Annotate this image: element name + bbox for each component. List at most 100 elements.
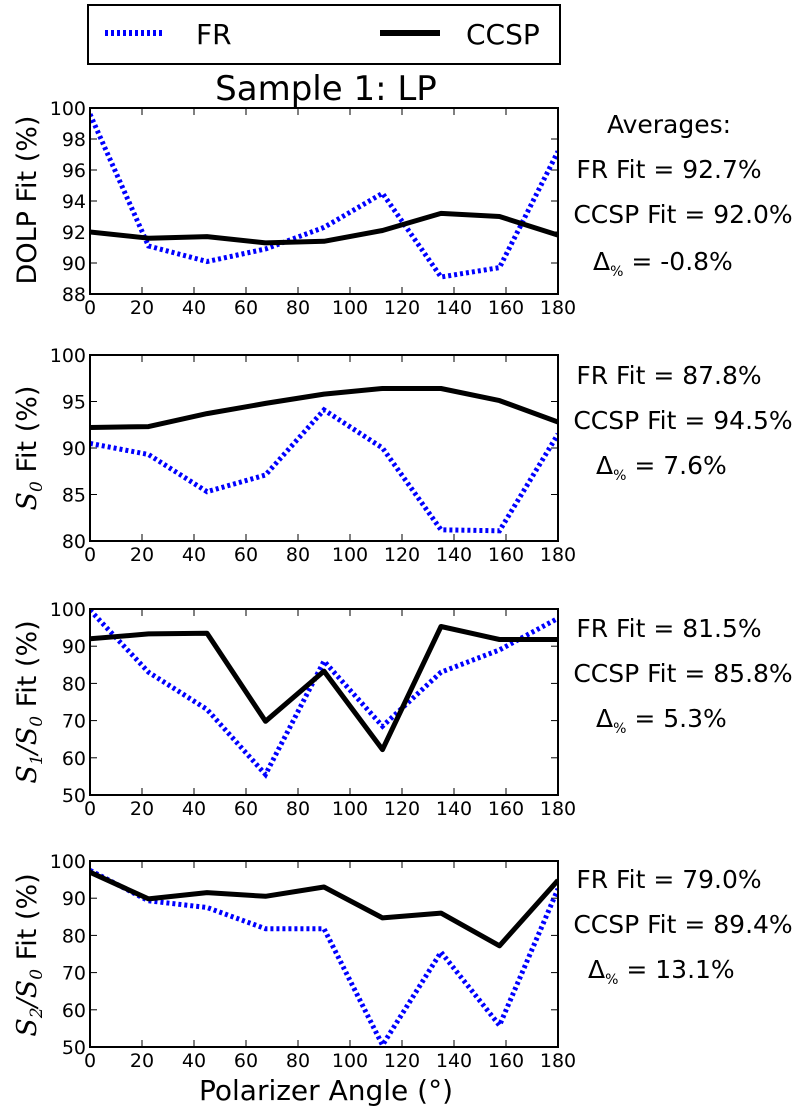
- panel-s2s0-xtick-label: 20: [130, 1050, 154, 1072]
- panel-s1s0-marks: 0 20 40 60 80 100 120 140 160 180 50 60 70 80 90 100: [50, 599, 576, 820]
- panel-s0-marks: 0 20 40 60 80 100 120 140 160 180 80 85 90 95 100: [50, 345, 576, 566]
- panel-s0-xtick-label: 140: [436, 544, 472, 566]
- panel-s0-ylabel: S0 Fit (%): [12, 386, 47, 511]
- panel-s2s0-ytick-label: 80: [62, 925, 86, 947]
- panel-s1s0-xtick-label: 40: [182, 798, 206, 820]
- panel-s2s0-marks: 0 20 40 60 80 100 120 140 160 180 50 60 70 80 90 100: [50, 851, 576, 1072]
- panel-s2s0-xtick-label: 100: [332, 1050, 368, 1072]
- panel-s0-plot-area: [90, 355, 558, 541]
- panel-s0-xtick-label: 120: [384, 544, 420, 566]
- panel-s0-xtick-label: 60: [234, 544, 258, 566]
- panel-dolp-ytick-label: 88: [62, 284, 86, 306]
- averages-heading: Averages:: [607, 110, 731, 139]
- panel-dolp: DOLP Fit (%) 0 20 40 60 80 100 120 140 160 180 88 9…: [12, 98, 793, 319]
- panel-s1s0-xtick-label: 140: [436, 798, 472, 820]
- panel-s1s0-xtick-label: 0: [84, 798, 96, 820]
- panel-dolp-ylabel: DOLP Fit (%): [12, 116, 43, 285]
- panel-dolp-xtick-label: 120: [384, 297, 420, 319]
- panel-s1s0-xtick-label: 180: [540, 798, 576, 820]
- panel-s0-ytick-label: 95: [62, 392, 86, 414]
- panel-dolp-marks: 0 20 40 60 80 100 120 140 160 180 88 90 92 94 96 98 100: [50, 98, 576, 319]
- panel-dolp-xtick-label: 40: [182, 297, 206, 319]
- panel-dolp-ytick-label: 94: [62, 191, 86, 213]
- panel-s0-fr-stat: FR Fit = 87.8%: [576, 361, 761, 390]
- panel-s0-frame: [89, 354, 559, 542]
- panel-s1s0-xtick-label: 20: [130, 798, 154, 820]
- panel-s2s0-xtick-label: 180: [540, 1050, 576, 1072]
- panel-s2s0-xtick-label: 40: [182, 1050, 206, 1072]
- panel-s2s0-ytick-label: 70: [62, 963, 86, 985]
- panel-dolp-ytick-label: 98: [62, 129, 86, 151]
- panel-dolp-fr-line: [90, 113, 558, 280]
- panel-s2s0-ylabel: S2/S0 Fit (%): [12, 873, 47, 1036]
- panel-s1s0-ytick-label: 90: [62, 636, 86, 658]
- panel-dolp-xtick-label: 160: [488, 297, 524, 319]
- panel-s0-xtick-label: 40: [182, 544, 206, 566]
- legend-frame: [87, 4, 561, 65]
- panel-s2s0-ytick-label: 50: [62, 1037, 86, 1059]
- panel-s2s0-xtick-label: 140: [436, 1050, 472, 1072]
- panel-s1s0-ytick-label: 50: [62, 785, 86, 807]
- panel-dolp-xtick-label: 0: [84, 297, 96, 319]
- panel-s2s0-ytick-label: 90: [62, 888, 86, 910]
- panel-s1s0-frame: [89, 608, 559, 796]
- panel-s0-xtick-label: 20: [130, 544, 154, 566]
- panel-s1s0-delta-stat: Δ% = 5.3%: [596, 704, 727, 737]
- panel-s2s0-frame: [89, 860, 559, 1048]
- panel-s1s0-ytick-label: 70: [62, 711, 86, 733]
- panel-s2s0: S2/S0 Fit (%) 0 20 40 60 80 100 120 140 160 180 50…: [12, 851, 793, 1072]
- panel-s2s0-fr-line: [90, 868, 558, 1047]
- panel-s1s0-xtick-label: 60: [234, 798, 258, 820]
- panel-s2s0-ccsp-line: [90, 869, 558, 949]
- panel-s0-ytick-label: 85: [62, 485, 86, 507]
- panel-s1s0-ylabel: S1/S0 Fit (%): [12, 620, 47, 783]
- panel-s1s0-xtick-label: 80: [286, 798, 310, 820]
- panel-dolp-ccsp-line: [90, 210, 558, 246]
- panel-s1s0-ytick-label: 100: [50, 599, 86, 621]
- panel-s0-xtick-label: 160: [488, 544, 524, 566]
- panel-s1s0-ytick-label: 80: [62, 673, 86, 695]
- panel-s1s0-fr-line: [90, 609, 558, 779]
- panel-s2s0-xtick-label: 80: [286, 1050, 310, 1072]
- panel-s0-xtick-label: 100: [332, 544, 368, 566]
- panel-s0-ytick-label: 100: [50, 345, 86, 367]
- panel-s0-ccsp-stat: CCSP Fit = 94.5%: [573, 406, 792, 435]
- panel-dolp-ccsp-stat: CCSP Fit = 92.0%: [573, 200, 792, 229]
- panel-s2s0-ytick-label: 100: [50, 851, 86, 873]
- panel-s1s0-ccsp-stat: CCSP Fit = 85.8%: [573, 659, 792, 688]
- panel-dolp-xtick-label: 100: [332, 297, 368, 319]
- figure-title: Sample 1: LP: [215, 69, 437, 109]
- panel-s2s0-fr-stat: FR Fit = 79.0%: [576, 865, 761, 894]
- panel-s1s0-ytick-label: 60: [62, 748, 86, 770]
- panel-dolp-xtick-label: 180: [540, 297, 576, 319]
- legend: FR CCSP: [87, 4, 561, 65]
- panel-s2s0-xtick-label: 120: [384, 1050, 420, 1072]
- panel-dolp-frame: [89, 107, 559, 295]
- panel-s2s0-xtick-label: 160: [488, 1050, 524, 1072]
- panel-dolp-ytick-label: 96: [62, 160, 86, 182]
- legend-ccsp-label: CCSP: [466, 18, 540, 51]
- panel-s0-fr-line: [90, 406, 558, 534]
- panel-s2s0-ytick-label: 60: [62, 1000, 86, 1022]
- panel-dolp-xtick-label: 20: [130, 297, 154, 319]
- panel-s1s0-ccsp-line: [90, 624, 558, 753]
- panel-dolp-ytick-label: 100: [50, 98, 86, 120]
- x-axis-label: Polarizer Angle (°): [199, 1074, 453, 1107]
- panel-s1s0-xtick-label: 160: [488, 798, 524, 820]
- panel-s1s0-fr-stat: FR Fit = 81.5%: [576, 614, 761, 643]
- panel-s1s0-xtick-label: 120: [384, 798, 420, 820]
- panel-dolp-xtick-label: 80: [286, 297, 310, 319]
- panel-s1s0-xtick-label: 100: [332, 798, 368, 820]
- panel-dolp-fr-stat: FR Fit = 92.7%: [576, 155, 761, 184]
- panel-s0-xtick-label: 0: [84, 544, 96, 566]
- panel-s0-ytick-label: 90: [62, 438, 86, 460]
- panel-s0-ytick-label: 80: [62, 531, 86, 553]
- legend-fr-label: FR: [196, 18, 232, 51]
- panel-s1s0-plot-area: [90, 609, 558, 795]
- panel-dolp-xtick-label: 140: [436, 297, 472, 319]
- panel-s0-delta-stat: Δ% = 7.6%: [596, 451, 727, 484]
- panel-dolp-plot-area: [90, 108, 558, 294]
- panel-s0-xtick-label: 180: [540, 544, 576, 566]
- panel-s0: S0 Fit (%) 0 20 40 60 80 100 120 140 160 180 80 85 9…: [12, 345, 793, 566]
